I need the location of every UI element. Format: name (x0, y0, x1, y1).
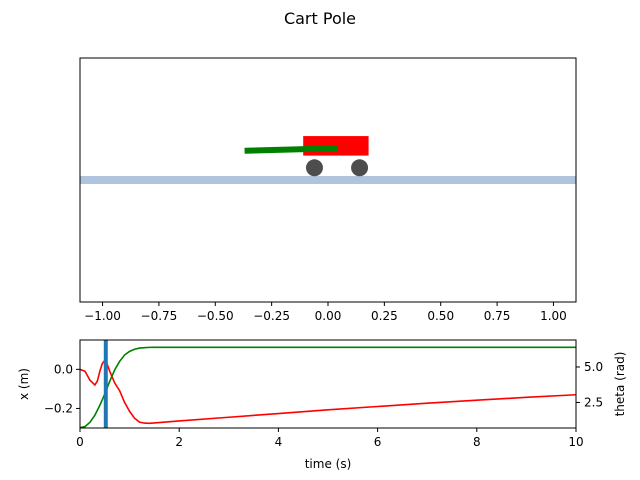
left-y-tick-label: −0.2 (44, 401, 73, 415)
x-tick-label: −0.75 (141, 309, 178, 323)
x-tick-label: 0.75 (484, 309, 511, 323)
x-tick-label: −1.00 (84, 309, 121, 323)
x-tick-label: 6 (374, 435, 382, 449)
x-tick-label: 1.00 (540, 309, 567, 323)
x-position-series-line (80, 359, 576, 425)
x-tick-label: −0.25 (253, 309, 290, 323)
x-tick-label: 0 (76, 435, 84, 449)
x-tick-label: 4 (275, 435, 283, 449)
right-y-tick-label: 5.0 (584, 360, 603, 374)
x-tick-label: −0.50 (197, 309, 234, 323)
x-tick-label: 0.50 (427, 309, 454, 323)
timeseries-axes-frame (79, 339, 577, 429)
timeseries-left-y-axis: −0.2 0.0 (44, 362, 80, 415)
x-tick-label: 0.00 (315, 309, 342, 323)
left-y-tick-label: 0.0 (54, 362, 73, 376)
x-tick-label: 8 (473, 435, 481, 449)
theta-series-line (80, 346, 576, 428)
timeseries-left-y-label: x (m) (17, 368, 31, 400)
x-tick-label: 10 (568, 435, 583, 449)
animation-content (80, 136, 576, 184)
animation-panel: −1.00 −0.75 −0.50 −0.25 0.00 0.25 0.50 0.75 1.00 (79, 57, 577, 323)
timeseries-right-y-axis: 2.5 5.0 (576, 360, 603, 409)
figure-title: Cart Pole (284, 9, 356, 28)
right-y-tick-label: 2.5 (584, 395, 603, 409)
timeseries-panel: 0 2 4 6 8 10 −0.2 0.0 2.5 5.0 time (s) x (m) th… (17, 339, 627, 471)
x-tick-label: 2 (175, 435, 183, 449)
animation-x-axis: −1.00 −0.75 −0.50 −0.25 0.00 0.25 0.50 0.75 1.00 (84, 302, 567, 323)
timeseries-x-axis: 0 2 4 6 8 10 (76, 428, 584, 449)
pole (244, 145, 338, 154)
cart-wheel-1 (305, 159, 323, 177)
timeseries-content (80, 340, 576, 428)
cart-wheel-2 (351, 159, 369, 177)
timeseries-x-label: time (s) (305, 457, 352, 471)
timeseries-right-y-label: theta (rad) (613, 352, 627, 417)
x-tick-label: 0.25 (371, 309, 398, 323)
